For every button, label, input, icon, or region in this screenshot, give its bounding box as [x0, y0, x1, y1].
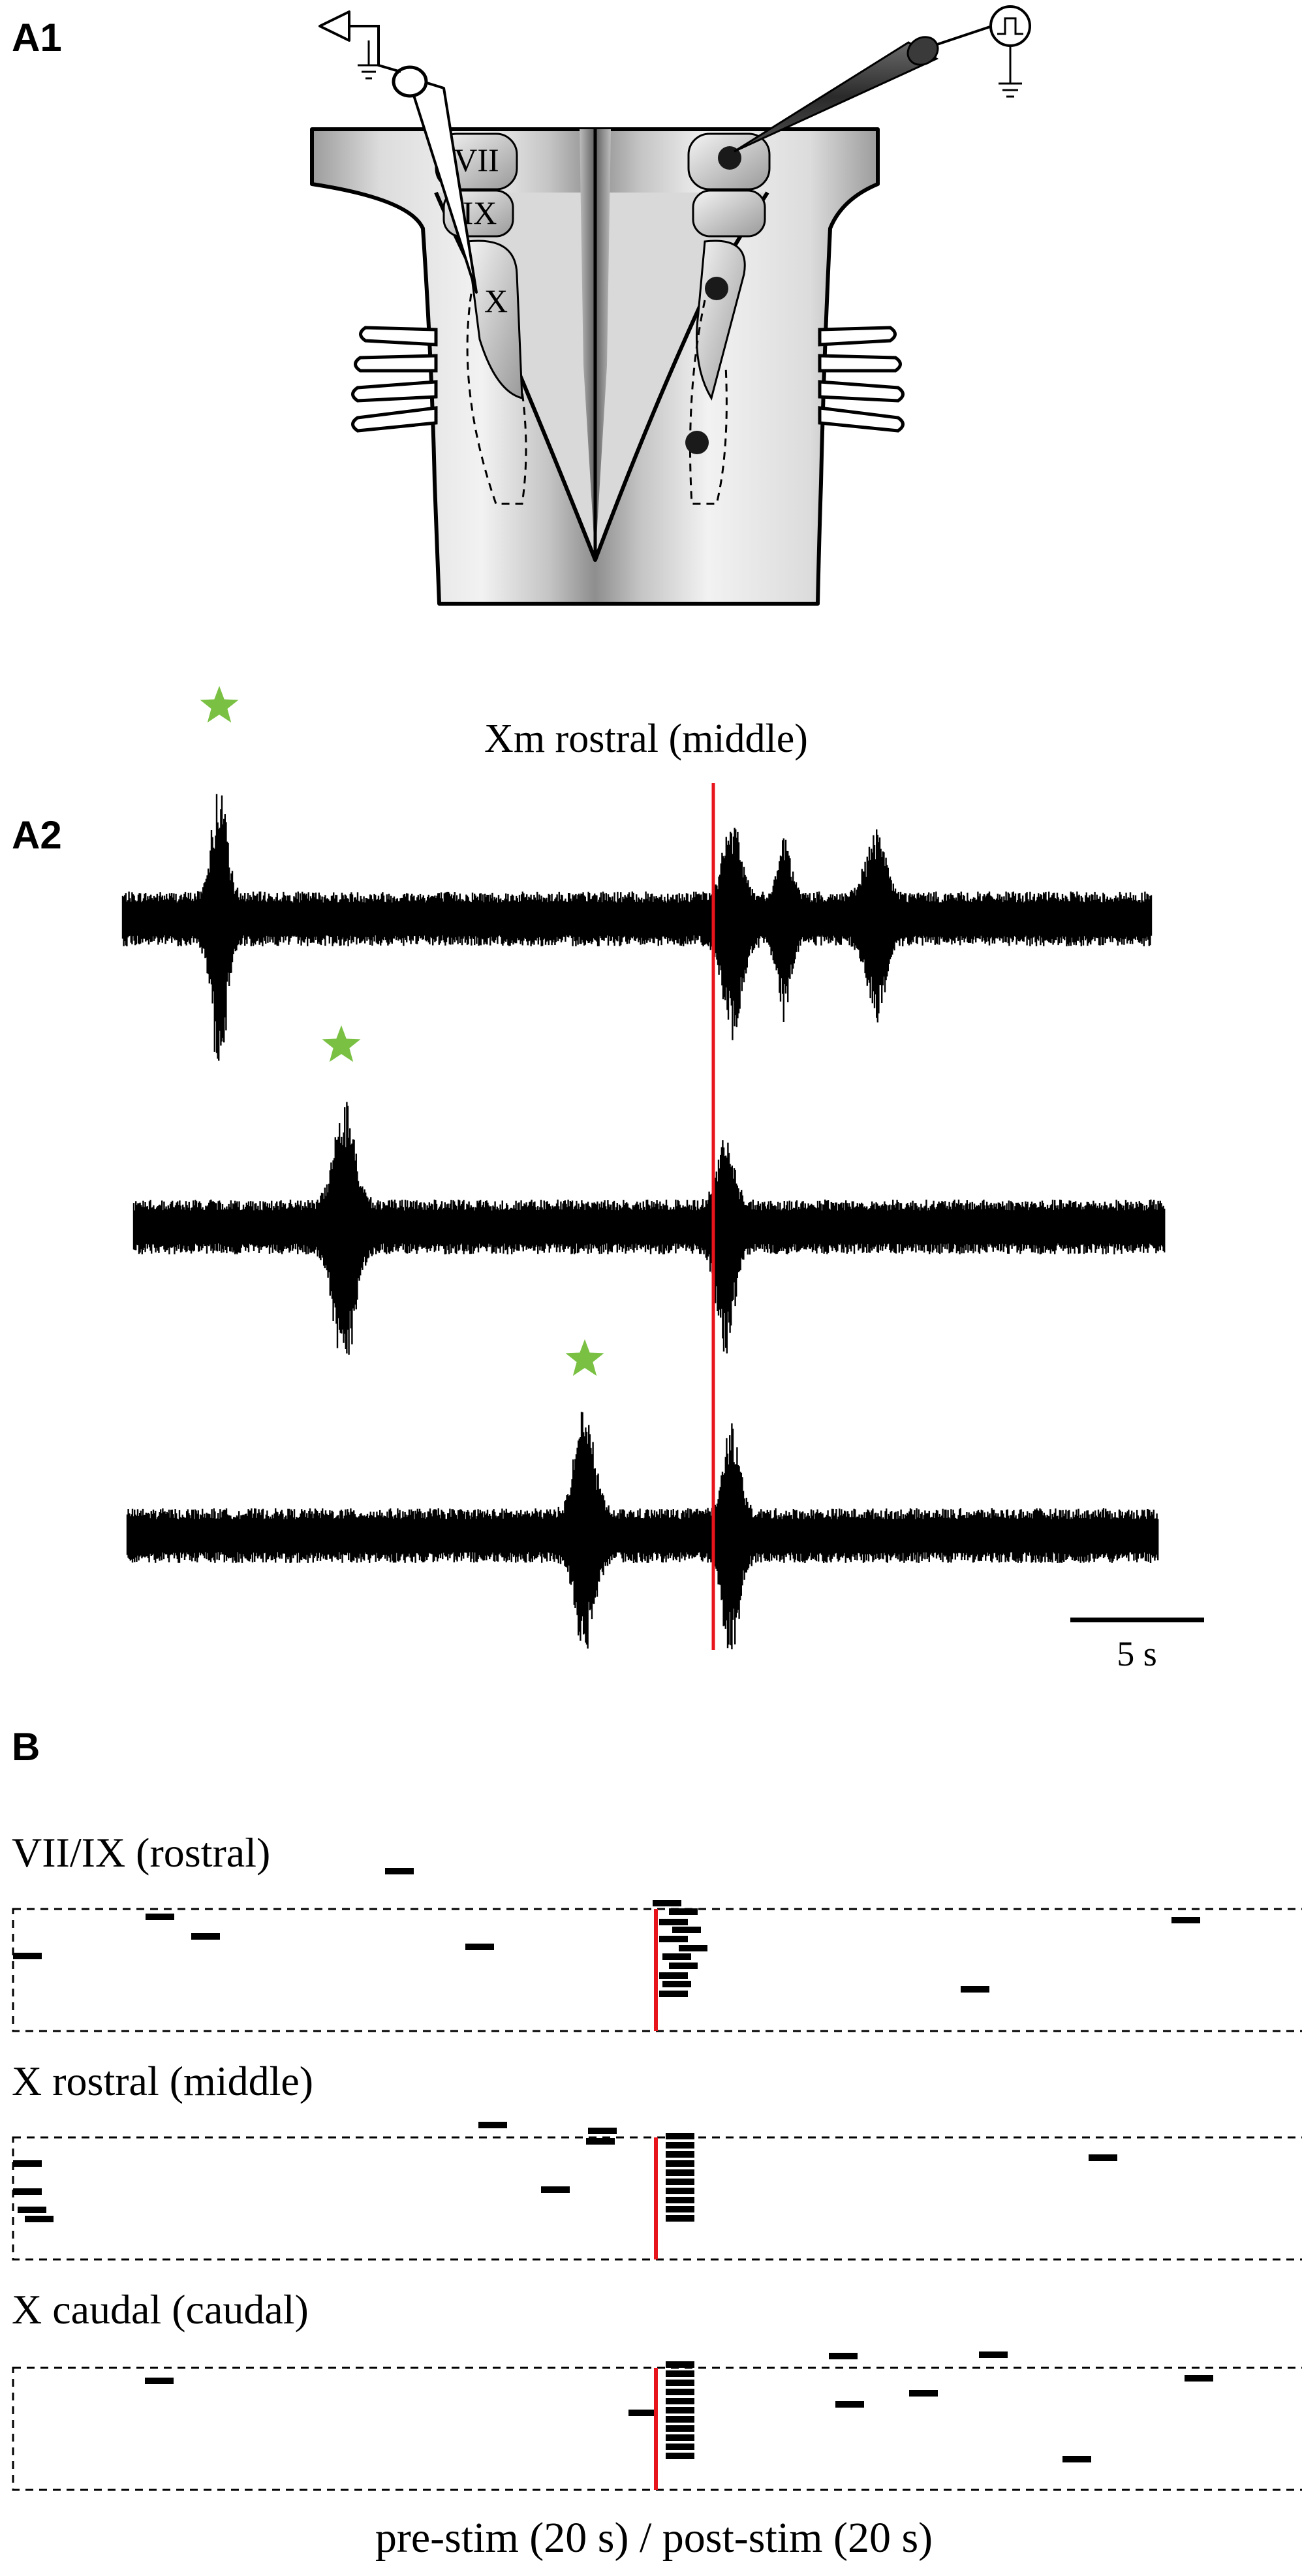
nucleus-label-x: X: [484, 283, 508, 319]
raster-burst-1-6: [653, 1900, 681, 1906]
star-icon-1: [200, 686, 239, 723]
raster-burst-2-2: [588, 2128, 617, 2134]
ephys-trace-3: [126, 1412, 1159, 1650]
raster-burst-1-15: [662, 1981, 691, 1987]
raster-group-title-caudal: X caudal (caudal): [12, 2286, 309, 2333]
raster-burst-2-17: [666, 2197, 694, 2203]
panel-a2-label: A2: [12, 813, 62, 857]
raster-burst-3-8: [628, 2410, 657, 2416]
raster-burst-3-17: [666, 2434, 694, 2441]
panel-a1-label: A1: [12, 16, 62, 59]
stim-site-x-rostral: [705, 277, 728, 300]
ephys-traces: [121, 794, 1166, 1650]
raster-burst-3-12: [666, 2389, 694, 2395]
raster-burst-2-16: [666, 2188, 694, 2194]
raster-box-caudal: [12, 2367, 1302, 2491]
raster-burst-3-10: [666, 2370, 694, 2377]
amplifier-triangle-icon: [318, 10, 350, 42]
raster-burst-1-11: [679, 1945, 707, 1951]
raster-burst-3-5: [835, 2401, 864, 2408]
ephys-trace-2: [132, 1102, 1166, 1355]
raster-burst-2-3: [586, 2138, 615, 2145]
raster-burst-2-5: [1089, 2154, 1117, 2161]
star-icon-3: [565, 1339, 604, 1376]
pulse-icon: [997, 17, 1023, 35]
raster-burst-1-2: [146, 1914, 174, 1920]
raster-burst-2-1: [478, 2122, 507, 2128]
raster-burst-2-6: [13, 2160, 42, 2167]
scale-bar-label: 5 s: [1117, 1634, 1157, 1673]
brainstem-schematic: VII IX X: [310, 127, 905, 606]
raster-bursts: [13, 1868, 1213, 2462]
raster-burst-2-18: [666, 2206, 694, 2212]
raster-burst-3-15: [666, 2416, 694, 2423]
raster-burst-3-14: [666, 2407, 694, 2413]
stim-site-vii: [718, 146, 741, 170]
raster-group-title-rostral: VII/IX (rostral): [12, 1829, 270, 1876]
nucleus-x-right-caudal: [689, 300, 728, 505]
raster-burst-3-18: [666, 2444, 694, 2450]
raster-burst-1-4: [465, 1944, 494, 1950]
ground-icon-right: [999, 46, 1022, 98]
recording-lead: [377, 25, 401, 73]
raster-burst-3-19: [666, 2453, 694, 2459]
raster-burst-1-8: [659, 1919, 688, 1925]
spontaneous-burst-stars: [200, 686, 604, 1376]
raster-burst-2-19: [666, 2215, 694, 2222]
stim-site-x-caudal: [685, 431, 709, 454]
raster-burst-3-7: [1062, 2456, 1091, 2462]
raster-burst-3-9: [666, 2361, 694, 2368]
panel-b-label: B: [12, 1725, 40, 1769]
nerve-rootlets-right: [818, 326, 905, 433]
raster-burst-2-15: [666, 2179, 694, 2185]
raster-burst-1-3: [191, 1933, 220, 1940]
ground-icon-left: [358, 40, 380, 80]
stimulating-electrode: [734, 5, 1031, 153]
raster-burst-2-7: [13, 2188, 42, 2195]
raster-burst-1-16: [659, 1991, 688, 1997]
raster-burst-1-13: [669, 1963, 698, 1969]
raster-burst-3-2: [829, 2353, 858, 2359]
raster-box-middle: [12, 2136, 1302, 2261]
raster-burst-1-9: [672, 1927, 701, 1933]
panel-a2-title: Xm rostral (middle): [484, 717, 808, 761]
raster-burst-3-1: [145, 2378, 174, 2384]
raster-burst-3-6: [1185, 2375, 1213, 2382]
star-icon-2: [322, 1025, 361, 1063]
raster-burst-3-11: [666, 2380, 694, 2386]
recording-electrode: [318, 10, 478, 294]
nerve-rootlets-left: [351, 326, 438, 433]
raster-burst-1-12: [662, 1953, 691, 1960]
nucleus-ix-right: [692, 189, 766, 238]
raster-burst-3-4: [909, 2390, 938, 2397]
raster-burst-2-12: [666, 2151, 694, 2158]
raster-burst-1-5: [13, 1953, 42, 1959]
raster-x-axis-label: pre-stim (20 s) / post-stim (20 s): [375, 2514, 933, 2562]
raster-burst-2-4: [541, 2186, 570, 2193]
raster-burst-3-13: [666, 2398, 694, 2404]
raster-burst-2-10: [666, 2133, 694, 2139]
nucleus-x-left-caudal: [466, 293, 527, 505]
raster-burst-2-9: [25, 2216, 54, 2222]
ephys-trace-1: [121, 794, 1153, 1061]
raster-burst-3-16: [666, 2425, 694, 2432]
raster-burst-1-17: [961, 1986, 989, 1993]
raster-burst-2-8: [18, 2207, 46, 2213]
stimulator-icon: [989, 5, 1031, 47]
raster-burst-1-1: [385, 1868, 414, 1874]
raster-burst-1-7: [669, 1908, 698, 1915]
raster-burst-1-18: [1171, 1917, 1200, 1923]
nucleus-label-ix: IX: [463, 194, 497, 231]
raster-burst-1-10: [659, 1936, 688, 1942]
nucleus-label-vii: VII: [454, 142, 499, 178]
raster-burst-2-14: [666, 2169, 694, 2176]
raster-burst-3-3: [979, 2351, 1008, 2358]
raster-burst-2-11: [666, 2142, 694, 2149]
raster-box-rostral: [12, 1908, 1302, 2032]
raster-group-title-middle: X rostral (middle): [12, 2058, 313, 2104]
raster-burst-1-14: [659, 1972, 688, 1979]
raster-burst-2-13: [666, 2160, 694, 2167]
